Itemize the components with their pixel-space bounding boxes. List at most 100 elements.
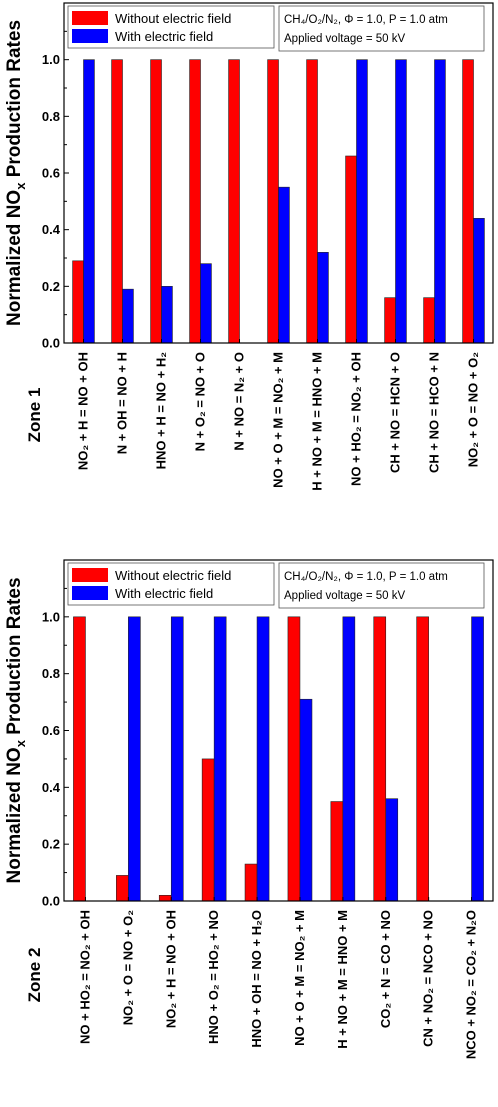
category-label: N + OH = NO + H [115,352,130,454]
bar-with-field-3 [161,286,173,344]
condition-line-1: CH₄/O₂/N₂, Φ = 1.0, P = 1.0 atm [284,14,448,26]
y-axis-label-tail: Production Rates [4,577,25,740]
condition-box [278,5,485,52]
category-label: H + NO + M = HNO + M [310,352,325,491]
category-label: CN + NO₂ = NCO + NO [421,910,436,1047]
bar-with-field-2 [128,616,141,902]
y-axis-label-subscript: x [13,739,28,747]
bar-without-field-1 [72,260,84,344]
category-label: HNO + OH = NO + H₂O [249,910,264,1048]
category-label: HNO + O₂ = HO₂ + NO [206,910,221,1044]
bar-without-field-1 [73,616,86,902]
bar-without-field-4 [189,59,201,344]
bar-with-field-4 [213,616,227,902]
legend: Without electric field With electric fiel… [67,5,275,49]
condition-note: CH₄/O₂/N₂, Φ = 1.0, P = 1.0 atm Applied v… [278,562,485,609]
category-label: NO + HO₂ = NO₂ + OH [349,352,364,486]
bar-without-field-7 [330,801,344,902]
bar-without-field-8 [345,155,357,344]
condition-line-2: Applied voltage = 50 kV [284,33,405,45]
y-tick-label: 0.0 [42,336,60,351]
bar-without-field-6 [287,616,301,902]
category-label: NO + O + M = NO₂ + M [271,352,286,488]
legend-label-with: With electric field [115,586,213,601]
category-label: NCO + NO₂ = CO₂ + N₂O [464,910,479,1059]
category-label: NO₂ + H = NO + OH [163,910,178,1028]
bar-without-field-11 [462,59,474,344]
category-label: HNO + H = NO + H₂ [154,352,169,470]
y-tick-label: 1.0 [42,52,60,67]
legend-label-with: With electric field [115,29,213,44]
condition-box [278,562,485,609]
y-axis-label-main: Normalized NO [4,190,25,326]
chart-panel-1: Normalized NOx Production Rates 0.0 0.2 0.4… [4,2,494,491]
legend-swatch-without [72,568,108,582]
bar-with-field-1 [83,59,95,344]
category-label: NO₂ + O = NO + O₂ [466,352,481,467]
category-label: NO + HO₂ = NO₂ + OH [77,910,92,1044]
bar-with-field-4 [200,263,212,344]
bar-with-field-11 [473,218,485,344]
plot-frame [63,2,494,344]
y-tick-label: 0.4 [42,222,61,237]
bar-without-field-3 [150,59,162,344]
bar-without-field-5 [228,59,240,344]
y-tick-label: 0.6 [42,166,60,181]
bar-without-field-10 [423,297,435,344]
condition-line-1: CH₄/O₂/N₂, Φ = 1.0, P = 1.0 atm [284,571,448,583]
category-label: CH + NO = HCO + N [427,352,442,473]
category-label: CO₂ + N = CO + NO [378,910,393,1028]
y-axis-label-subscript: x [13,182,28,190]
bar-with-field-6 [278,186,290,344]
plot-frame [63,559,494,902]
bar-with-field-7 [342,616,356,902]
bar-without-field-7 [306,59,318,344]
bar-without-field-9 [416,616,429,902]
legend-swatch-with [72,29,108,43]
y-axis-label: Normalized NOx Production Rates [4,577,28,883]
y-tick-label: 0.4 [42,780,61,795]
legend-swatch-with [72,586,108,600]
chart-panel-2: Normalized NOx Production Rates 0.0 0.2 0.4… [4,559,494,1059]
y-tick-label: 0.8 [42,109,60,124]
category-label: NO + O + M = NO₂ + M [292,910,307,1046]
category-label: H + NO + M = HNO + M [335,910,350,1049]
y-tick-label: 0.2 [42,837,60,852]
bar-without-field-8 [373,616,387,902]
bar-with-field-8 [356,59,368,344]
y-axis-label-tail: Production Rates [4,20,25,183]
y-axis-label: Normalized NOx Production Rates [4,20,28,326]
zone-label: Zone 1 [25,388,44,443]
zone-label: Zone 2 [25,948,44,1003]
bar-with-field-10 [434,59,446,344]
y-tick-label: 0.2 [42,279,60,294]
category-label: NO₂ + H = NO + OH [76,352,91,470]
bar-without-field-3 [158,895,172,902]
bar-with-field-3 [170,616,184,902]
y-tick-label: 0.0 [42,894,60,909]
category-label: N + O₂ = NO + O [193,352,208,451]
legend-label-without: Without electric field [115,568,231,583]
bar-with-field-8 [385,798,399,902]
y-tick-label: 1.0 [42,609,60,624]
bar-without-field-5 [244,863,258,902]
bar-without-field-9 [384,297,396,344]
condition-note: CH₄/O₂/N₂, Φ = 1.0, P = 1.0 atm Applied v… [278,5,485,52]
y-axis-label-main: Normalized NO [4,747,25,883]
category-label: NO₂ + O = NO + O₂ [120,910,135,1025]
y-tick-label: 0.8 [42,666,60,681]
condition-line-2: Applied voltage = 50 kV [284,590,405,602]
y-tick-label: 0.6 [42,723,60,738]
category-label: N + NO = N₂ + O [232,352,247,451]
bar-without-field-4 [201,758,215,902]
legend-swatch-without [72,11,108,25]
bar-with-field-5 [256,616,270,902]
bar-with-field-7 [317,252,329,344]
bar-without-field-2 [111,59,123,344]
legend: Without electric field With electric fiel… [67,562,275,606]
bar-without-field-6 [267,59,279,344]
bar-with-field-9 [395,59,407,344]
bar-with-field-2 [122,288,134,344]
bar-with-field-10 [471,616,484,902]
